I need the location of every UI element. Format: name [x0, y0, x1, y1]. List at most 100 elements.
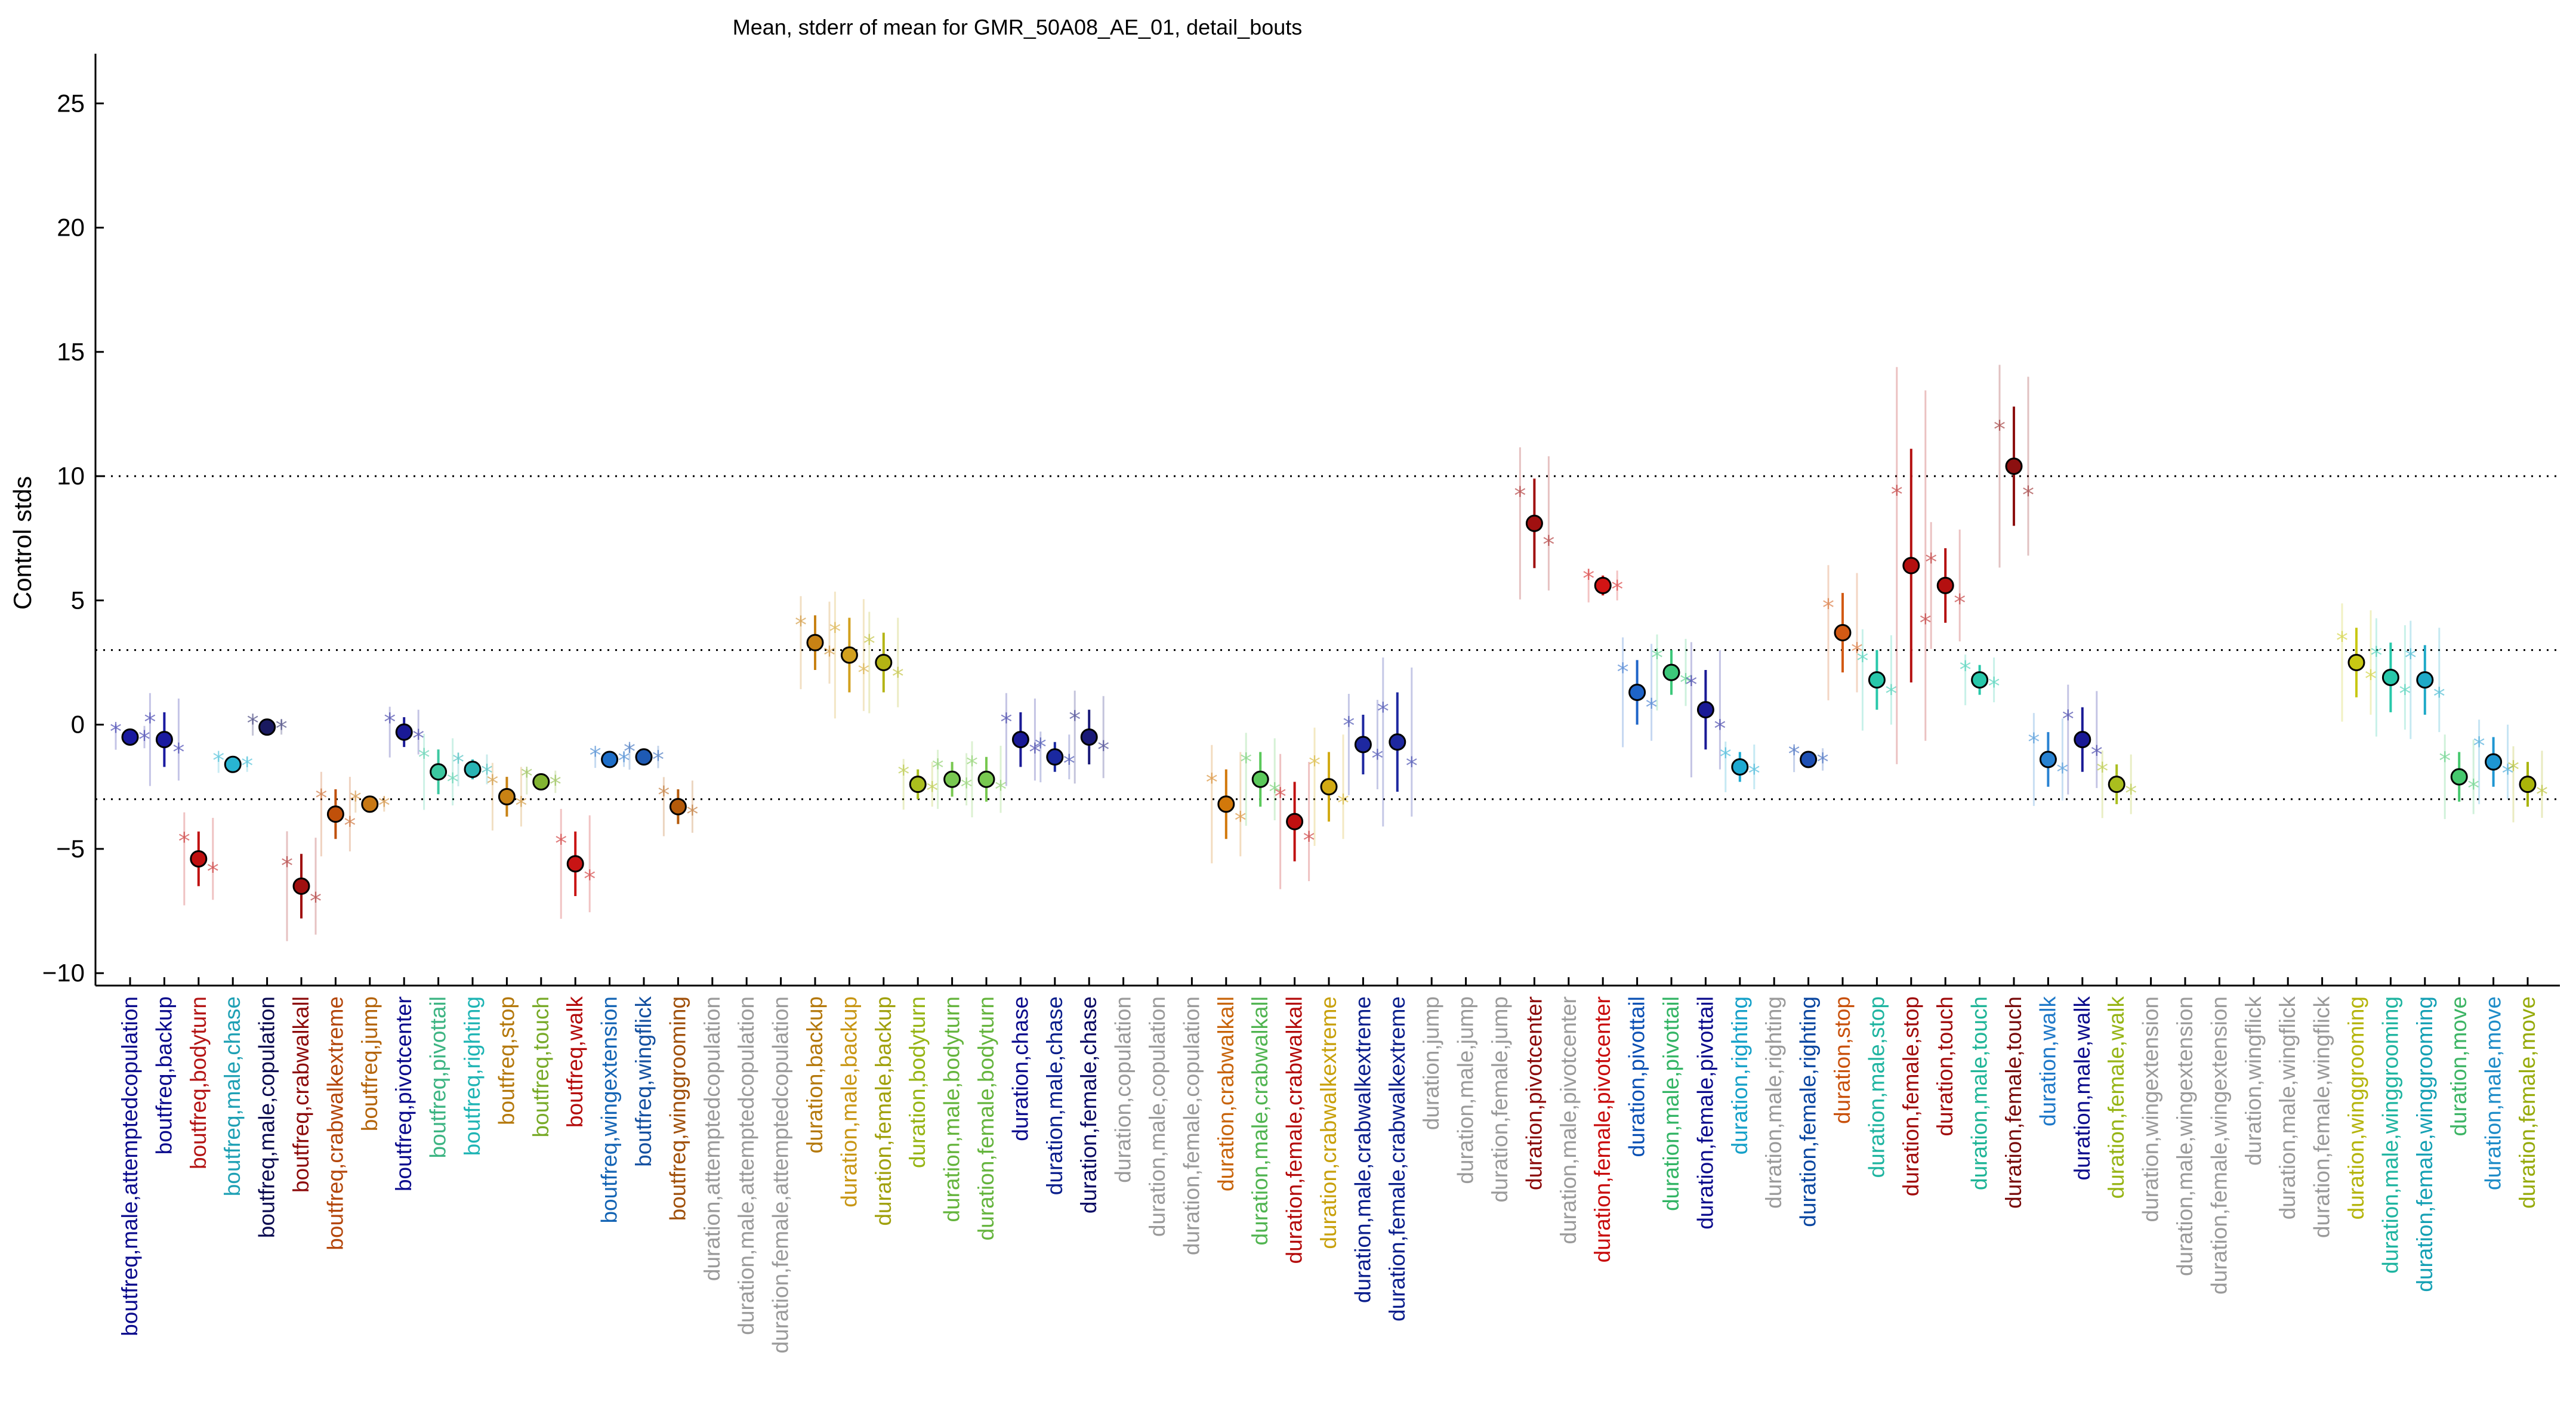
data-point-group: **	[1994, 365, 2034, 568]
mean-marker	[1217, 795, 1235, 813]
x-tick-label: boutfreq,backup	[152, 996, 176, 1154]
individual-marker: *	[1582, 565, 1594, 592]
individual-marker: *	[1988, 673, 2000, 700]
mean-marker	[1251, 770, 1269, 788]
x-tick-label: boutfreq,walk	[563, 996, 587, 1128]
x-tick-label: duration,male,wingextension	[2173, 996, 2197, 1276]
data-point-group: **	[2507, 746, 2548, 823]
individual-marker: *	[897, 761, 909, 789]
x-tick-label: duration,female,backup	[871, 996, 896, 1226]
individual-marker: *	[590, 742, 601, 770]
individual-marker: *	[829, 619, 841, 646]
x-tick-label: duration,male,pivottail	[1659, 996, 1683, 1211]
mean-marker	[2074, 731, 2091, 749]
individual-marker: *	[281, 853, 293, 880]
x-tick-label: boutfreq,winggrooming	[665, 996, 690, 1221]
individual-marker: *	[1343, 712, 1355, 740]
individual-marker: *	[276, 715, 288, 743]
mean-marker	[1902, 557, 1920, 575]
data-point-group: **	[624, 738, 664, 774]
x-tick-label: duration,male,chase	[1042, 996, 1067, 1195]
individual-marker: *	[481, 760, 493, 788]
data-point-group: **	[829, 591, 869, 719]
x-tick-label: duration,touch	[1933, 996, 1957, 1137]
individual-marker: *	[2502, 760, 2514, 788]
x-tick-label: duration,backup	[803, 996, 827, 1153]
individual-marker: *	[1891, 481, 1903, 509]
mean-marker	[1080, 728, 1098, 746]
individual-marker: *	[1275, 783, 1287, 811]
data-point-group: **	[658, 777, 698, 836]
x-tick-label: boutfreq,jump	[357, 996, 382, 1131]
x-tick-label: boutfreq,crabwalkall	[289, 996, 313, 1193]
individual-marker: *	[2370, 643, 2382, 670]
individual-marker: *	[1542, 532, 1554, 559]
mean-marker	[2005, 457, 2023, 475]
individual-marker: *	[2125, 780, 2137, 807]
y-tick-label: −10	[42, 959, 85, 987]
individual-marker: *	[1680, 669, 1692, 697]
individual-marker: *	[247, 710, 259, 737]
individual-marker: *	[1337, 790, 1349, 817]
x-tick-label: boutfreq,wingextension	[597, 996, 622, 1224]
data-point-group: **	[1856, 629, 1897, 731]
x-tick-label: duration,attemptedcopulation	[700, 996, 724, 1281]
individual-marker: *	[212, 747, 224, 774]
individual-marker: *	[1377, 698, 1389, 725]
data-point-group: **	[1206, 745, 1247, 864]
x-tick-label: duration,male,pivotcenter	[1556, 996, 1581, 1244]
x-tick-label: duration,crabwalkall	[1214, 996, 1238, 1191]
mean-marker	[943, 770, 961, 788]
mean-marker	[498, 788, 516, 805]
x-tick-label: duration,female,copulation	[1179, 996, 1204, 1255]
individual-marker: *	[2399, 681, 2411, 708]
x-tick-label: duration,male,backup	[837, 996, 861, 1208]
individual-marker: *	[315, 785, 327, 813]
individual-marker: *	[1994, 416, 2006, 443]
individual-marker: *	[1817, 749, 1829, 776]
mean-marker	[1662, 663, 1680, 681]
individual-marker: *	[1206, 769, 1218, 796]
mean-marker	[1936, 576, 1954, 594]
data-point-group: **	[1822, 565, 1863, 700]
individual-marker: *	[1269, 779, 1281, 806]
mean-marker	[224, 755, 242, 773]
x-tick-label: duration,male,jump	[1454, 996, 1478, 1184]
x-tick-label: duration,female,wingextension	[2207, 996, 2231, 1295]
x-tick-label: boutfreq,male,chase	[220, 996, 245, 1196]
data-point-group: **	[1925, 522, 1966, 649]
y-axis-label: Control stds	[8, 476, 36, 610]
data-point-group: **	[452, 749, 493, 788]
individual-marker: *	[1960, 657, 1972, 684]
mean-marker	[155, 731, 173, 749]
x-tick-label: duration,male,crabwalkextreme	[1350, 996, 1375, 1303]
individual-marker: *	[1646, 694, 1658, 722]
individual-marker: *	[1235, 807, 1247, 835]
individual-marker: *	[1885, 681, 1897, 708]
mean-marker	[1628, 683, 1646, 701]
mean-marker	[395, 723, 413, 741]
individual-marker: *	[892, 663, 904, 690]
individual-marker: *	[961, 774, 973, 801]
data-point-group: **	[2473, 719, 2514, 804]
mean-marker	[1320, 778, 1338, 796]
x-tick-label: duration,male,move	[2481, 996, 2506, 1190]
x-tick-label: duration,female,move	[2515, 996, 2540, 1209]
data-point-group: **	[350, 787, 390, 820]
data-point-group: **	[1651, 634, 1692, 711]
x-tick-label: boutfreq,pivotcenter	[391, 996, 416, 1191]
mean-marker	[875, 654, 893, 672]
mean-marker	[1971, 671, 1989, 689]
x-axis: boutfreq,male,attemptedcopulation boutfre…	[118, 977, 2540, 1354]
y-tick-label: 10	[57, 462, 85, 490]
individual-marker: *	[2433, 683, 2445, 711]
individual-marker: *	[1748, 760, 1760, 788]
individual-marker: *	[241, 752, 253, 780]
x-tick-label: duration,stop	[1830, 996, 1855, 1124]
x-tick-label: duration,female,jump	[1488, 996, 1512, 1203]
data-point-group: **	[144, 693, 184, 786]
mean-marker	[532, 773, 550, 790]
individual-marker: *	[686, 801, 698, 829]
individual-marker: *	[2473, 733, 2485, 760]
